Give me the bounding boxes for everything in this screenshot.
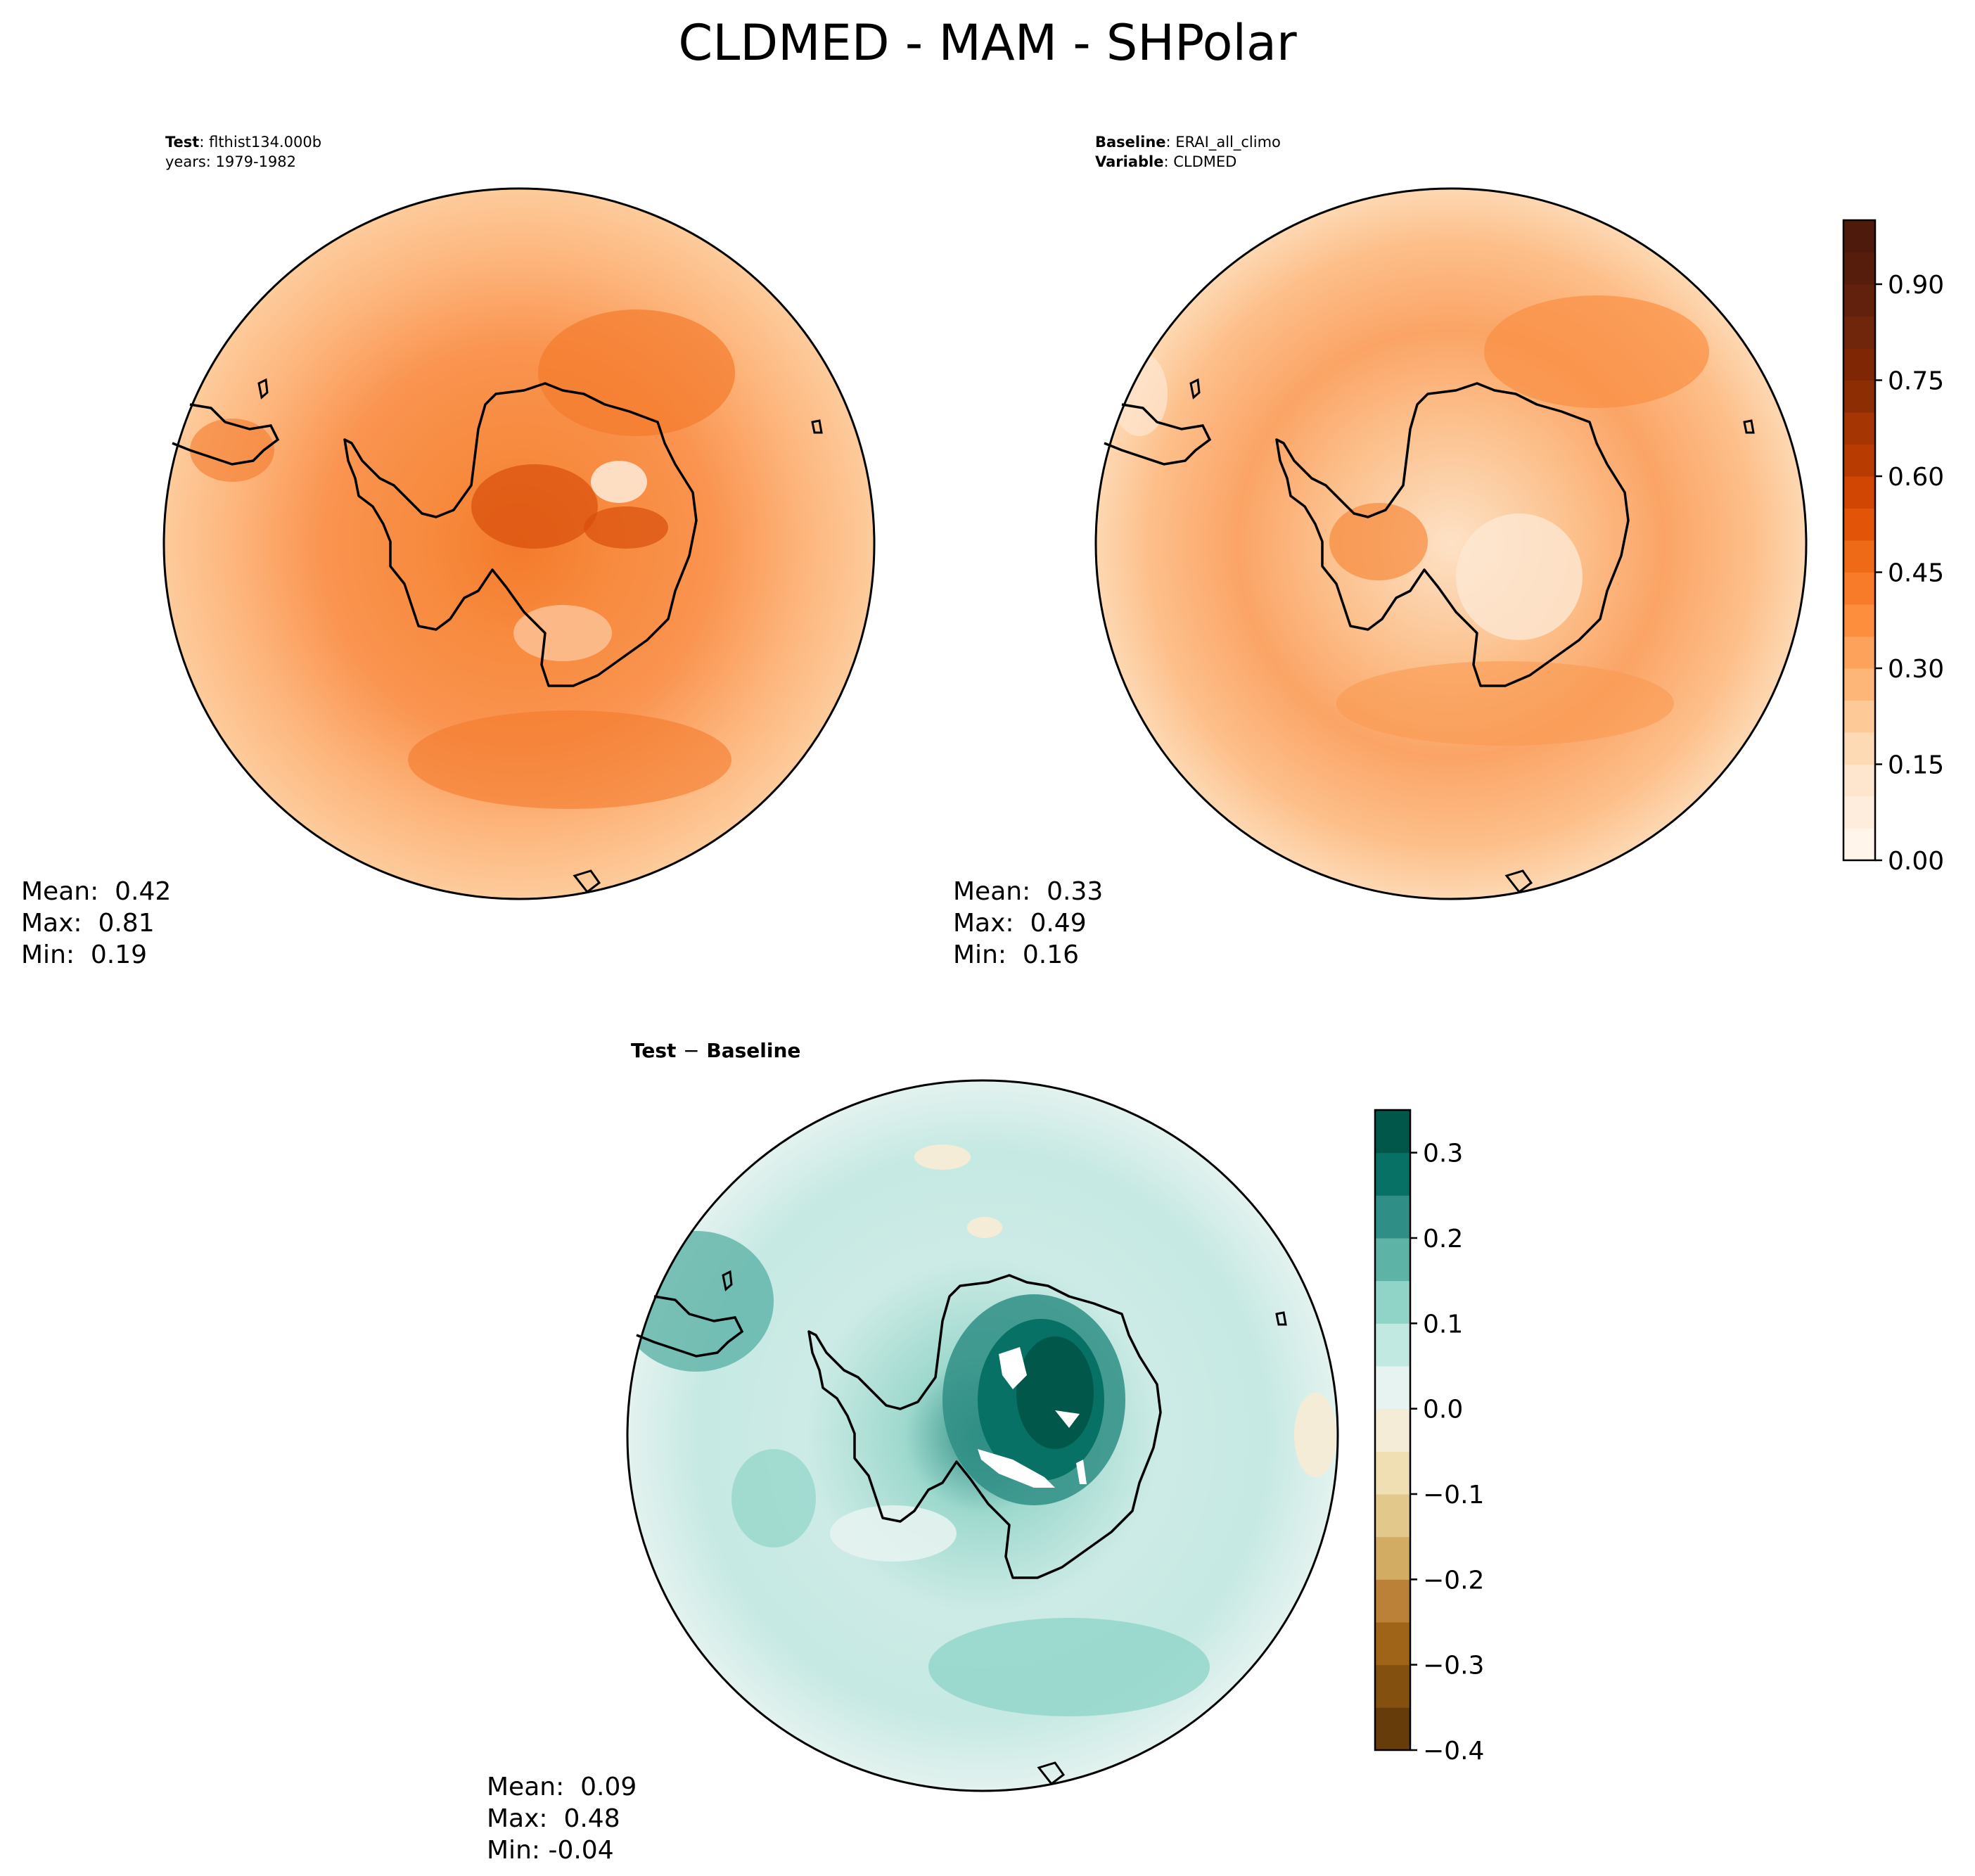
diff-min: Min: -0.04	[487, 1836, 614, 1865]
diff-max: Max: 0.48	[487, 1804, 620, 1833]
diff-colorbar-segment	[1375, 1195, 1410, 1239]
baseline-max: Max: 0.49	[953, 909, 1087, 938]
baseline-map	[1094, 187, 1808, 900]
baseline-southamerica-coastline	[1104, 403, 1212, 466]
test-label-key: Test	[165, 134, 200, 151]
test-antarctica-coastline	[343, 382, 698, 687]
diff-title-left: Test	[631, 1039, 677, 1062]
baseline-colorbar-segment	[1843, 636, 1875, 669]
baseline-colorbar-segment	[1843, 284, 1875, 317]
baseline-colorbar-tick-label: 0.45	[1888, 559, 1944, 588]
test-map-boundary	[162, 187, 876, 900]
diff-map	[626, 1079, 1339, 1792]
baseline-map-field	[1096, 189, 1806, 899]
baseline-colorbar-segment	[1843, 668, 1875, 701]
baseline-colorbar-segment	[1843, 732, 1875, 765]
test-max: Max: 0.81	[21, 909, 155, 938]
diff-southamerica-coastline	[636, 1295, 744, 1358]
baseline-colorbar: 0.00 0.15 0.30 0.45 0.60 0.75 0.90	[1842, 219, 1944, 876]
diff-colorbar-segment	[1375, 1110, 1410, 1154]
baseline-min: Min: 0.16	[953, 940, 1080, 969]
diff-colorbar-segment	[1375, 1152, 1410, 1196]
diff-stats: Mean: 0.09 Max: 0.48 Min: -0.04	[487, 1771, 637, 1866]
baseline-variable-key: Variable	[1095, 153, 1164, 170]
diff-title: Test − Baseline	[631, 1039, 800, 1062]
baseline-stats: Mean: 0.33 Max: 0.49 Min: 0.16	[953, 876, 1103, 971]
diff-colorbar-segment	[1375, 1707, 1410, 1751]
diff-colorbar-segment	[1375, 1536, 1410, 1580]
baseline-colorbar-segment	[1843, 444, 1875, 477]
test-stats: Mean: 0.42 Max: 0.81 Min: 0.19	[21, 876, 171, 971]
diff-colorbar-tick-label: 0.0	[1423, 1396, 1463, 1424]
test-years: years: 1979-1982	[165, 153, 297, 170]
baseline-colorbar-segment	[1843, 412, 1875, 445]
baseline-colorbar-tick-label: 0.90	[1888, 271, 1944, 300]
diff-colorbar-tick-label: −0.1	[1423, 1481, 1484, 1510]
diff-colorbar-segment	[1375, 1408, 1410, 1452]
baseline-label-value: ERAI_all_climo	[1175, 134, 1281, 151]
diff-colorbar-segment	[1375, 1664, 1410, 1708]
baseline-colorbar-segment	[1843, 476, 1875, 509]
baseline-antarctica-coastline	[1275, 382, 1630, 687]
test-label-value: flthist134.000b	[209, 134, 322, 151]
diff-map-boundary	[626, 1079, 1339, 1792]
baseline-colorbar-frame	[1842, 219, 1877, 862]
baseline-colorbar-segment	[1843, 796, 1875, 829]
diff-colorbar-segment	[1375, 1622, 1410, 1666]
diff-colorbar-segment	[1375, 1323, 1410, 1367]
diff-colorbar-frame	[1374, 1109, 1412, 1751]
diff-mean: Mean: 0.09	[487, 1773, 637, 1801]
baseline-variable-value: CLDMED	[1173, 153, 1237, 170]
diff-colorbar-segment	[1375, 1451, 1410, 1495]
diff-colorbar-segment	[1375, 1280, 1410, 1324]
diff-colorbar-tick-label: 0.1	[1423, 1310, 1463, 1339]
diff-colorbar-segment	[1375, 1366, 1410, 1410]
test-mean: Mean: 0.42	[21, 877, 172, 906]
baseline-colorbar-segment	[1843, 604, 1875, 637]
test-min: Min: 0.19	[21, 940, 148, 969]
diff-colorbar-tick-label: −0.4	[1423, 1737, 1484, 1766]
test-southamerica-coastline	[172, 403, 280, 466]
baseline-colorbar-tick-label: 0.15	[1888, 751, 1944, 780]
diff-colorbar-segment	[1375, 1238, 1410, 1282]
test-label: Test: flthist134.000b years: 1979-1982	[165, 134, 322, 170]
diff-antarctica-coastline	[807, 1274, 1162, 1579]
baseline-mean: Mean: 0.33	[953, 877, 1104, 906]
diff-colorbar: −0.4 −0.3 −0.2 −0.1 0.0 0.1 0.2 0.3	[1374, 1109, 1484, 1766]
diff-colorbar-tick-label: −0.3	[1423, 1652, 1484, 1680]
baseline-colorbar-segment	[1843, 508, 1875, 541]
diff-colorbar-segment	[1375, 1579, 1410, 1623]
baseline-map-boundary	[1094, 187, 1808, 900]
baseline-colorbar-segment	[1843, 764, 1875, 797]
baseline-colorbar-segment	[1843, 828, 1875, 861]
diff-colorbar-tick-label: 0.3	[1423, 1140, 1463, 1168]
diff-colorbar-segment	[1375, 1494, 1410, 1538]
diff-colorbar-tick-label: −0.2	[1423, 1566, 1484, 1595]
baseline-colorbar-segment	[1843, 348, 1875, 381]
baseline-label-key: Baseline	[1095, 134, 1166, 151]
baseline-colorbar-segment	[1843, 252, 1875, 285]
diff-title-sep: −	[683, 1039, 700, 1062]
diff-colorbar-tick-label: 0.2	[1423, 1225, 1463, 1253]
baseline-colorbar-tick-label: 0.00	[1888, 847, 1944, 876]
test-map	[162, 187, 876, 900]
baseline-colorbar-segment	[1843, 540, 1875, 573]
baseline-colorbar-segment	[1843, 572, 1875, 605]
baseline-colorbar-segment	[1843, 220, 1875, 253]
baseline-colorbar-tick-label: 0.75	[1888, 367, 1944, 396]
figure-title: CLDMED - MAM - SHPolar	[678, 14, 1297, 72]
baseline-colorbar-tick-label: 0.30	[1888, 655, 1944, 684]
diff-title-right: Baseline	[706, 1039, 801, 1062]
baseline-colorbar-segment	[1843, 380, 1875, 413]
baseline-colorbar-segment	[1843, 700, 1875, 733]
baseline-colorbar-tick-label: 0.60	[1888, 463, 1944, 492]
baseline-label: Baseline: ERAI_all_climo Variable: CLDME…	[1095, 134, 1281, 170]
baseline-colorbar-segment	[1843, 316, 1875, 349]
